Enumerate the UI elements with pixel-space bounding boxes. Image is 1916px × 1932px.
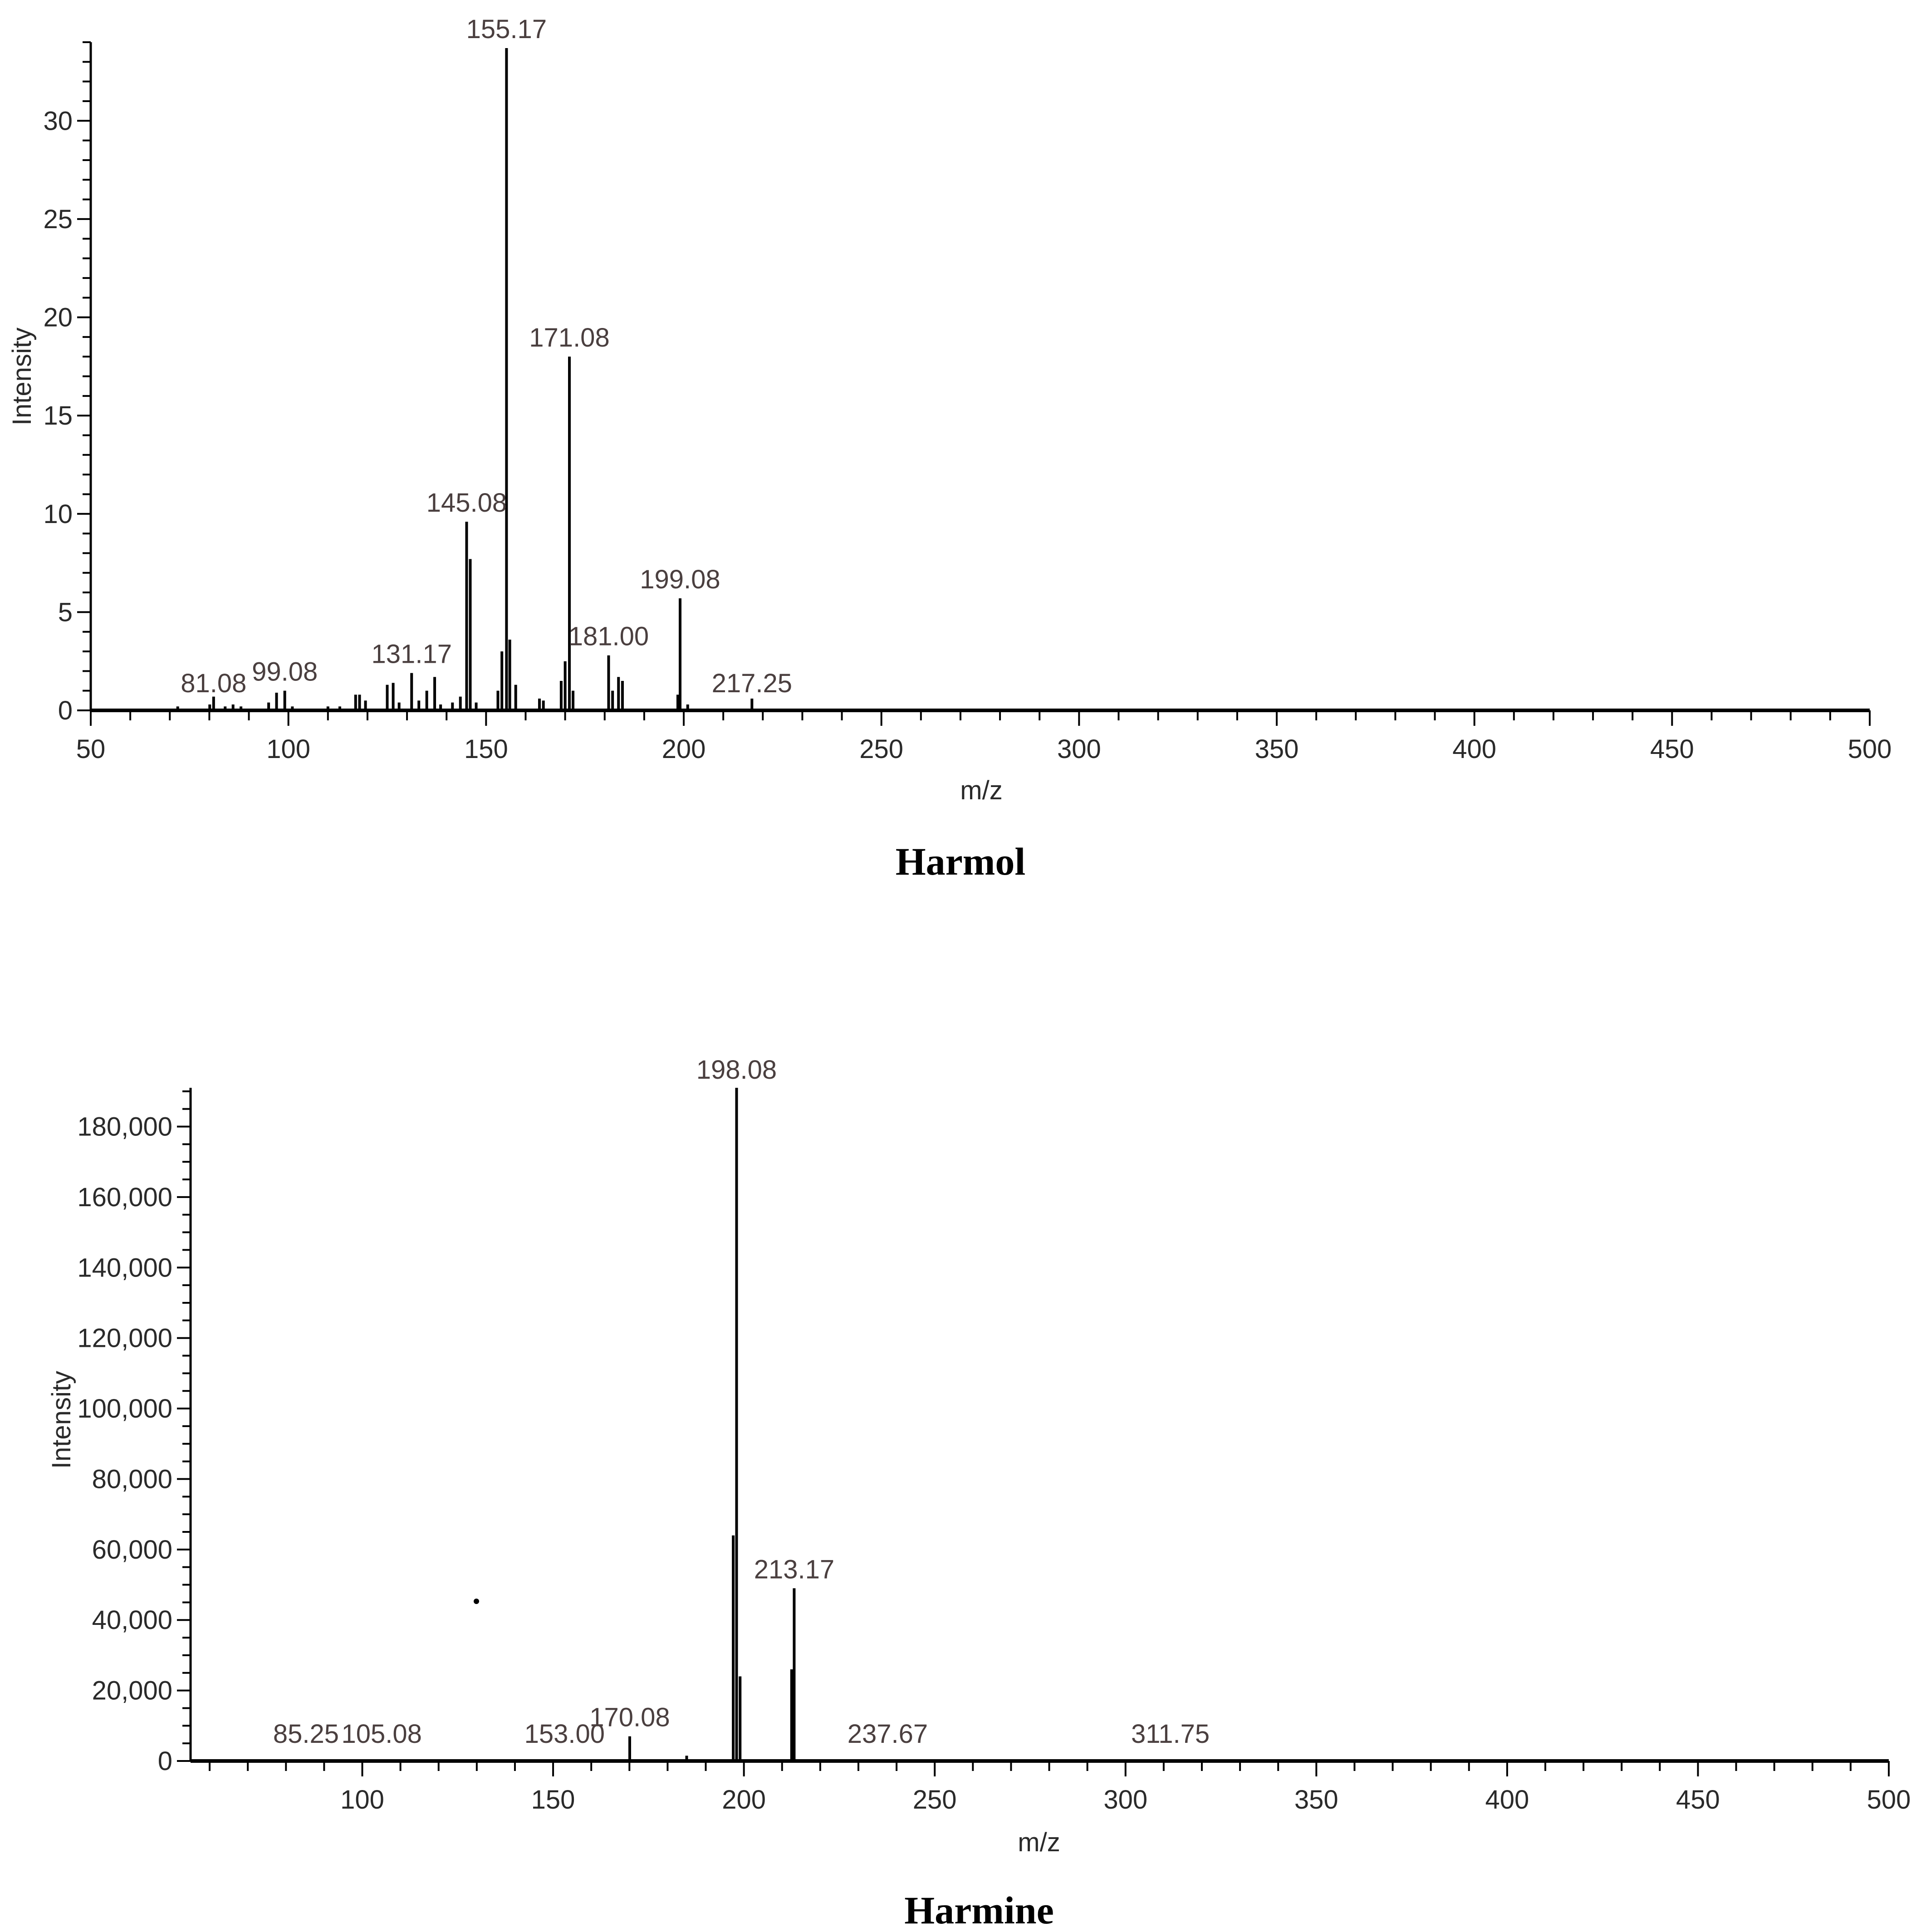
harmine-y-ticks: 0 20,000 40,000 60,000 80,000 100,000 120,000 1… bbox=[77, 1090, 191, 1776]
harmol-peak-label: 199.08 bbox=[640, 565, 720, 594]
harmol-peaks bbox=[176, 48, 754, 710]
harmine-peak-label: 311.75 bbox=[1131, 1719, 1210, 1749]
harmol-x-tick-label: 450 bbox=[1650, 734, 1694, 764]
harmine-y-axis-title: Intensity bbox=[47, 1371, 76, 1469]
harmol-x-tick-label: 200 bbox=[662, 734, 706, 764]
harmine-x-ticks: 100 150 200 250 300 350 400 450 500 bbox=[209, 1761, 1911, 1815]
harmine-y-tick-label: 60,000 bbox=[92, 1535, 172, 1565]
harmol-peak-label: 171.08 bbox=[529, 323, 609, 352]
harmol-peak-labels: 81.08 99.08 131.17 145.08 155.17 171.08 181.00… bbox=[181, 15, 792, 698]
harmine-peak-label: 105.08 bbox=[342, 1719, 422, 1749]
harmine-peak-label: 198.08 bbox=[696, 1055, 777, 1085]
harmol-x-tick-label: 100 bbox=[266, 734, 310, 764]
harmine-y-tick-label: 0 bbox=[158, 1746, 172, 1776]
harmol-x-tick-label: 150 bbox=[464, 734, 508, 764]
harmol-peak-label: 145.08 bbox=[426, 488, 507, 518]
harmol-spectrum-panel: 50 100 150 200 250 300 350 400 450 500 0 5 10 15 20 25… bbox=[7, 15, 1891, 883]
harmine-peak-label: 153.00 bbox=[524, 1719, 605, 1749]
harmine-peak-label: 213.17 bbox=[754, 1555, 834, 1584]
harmine-x-tick-label: 500 bbox=[1867, 1785, 1911, 1815]
harmine-y-tick-label: 20,000 bbox=[92, 1676, 172, 1706]
harmine-peak-label: 237.67 bbox=[848, 1719, 928, 1749]
harmol-y-ticks: 0 5 10 15 20 25 30 bbox=[43, 41, 91, 725]
harmine-y-tick-label: 100,000 bbox=[77, 1394, 172, 1423]
harmol-caption: Harmol bbox=[896, 840, 1026, 883]
harmol-peak-label: 99.08 bbox=[252, 657, 318, 687]
harmol-y-tick-label: 10 bbox=[43, 499, 73, 529]
harmine-x-tick-label: 350 bbox=[1294, 1785, 1338, 1815]
harmine-x-tick-label: 450 bbox=[1676, 1785, 1720, 1815]
harmol-peak-label: 217.25 bbox=[712, 669, 792, 698]
harmine-x-tick-label: 400 bbox=[1485, 1785, 1529, 1815]
harmol-peak-label: 81.08 bbox=[181, 669, 246, 698]
harmine-peaks bbox=[304, 1088, 1172, 1761]
harmine-x-tick-label: 300 bbox=[1103, 1785, 1147, 1815]
harmine-x-tick-label: 150 bbox=[531, 1785, 575, 1815]
harmol-y-tick-label: 5 bbox=[58, 597, 73, 627]
harmol-x-tick-label: 50 bbox=[76, 734, 106, 764]
harmol-y-tick-label: 15 bbox=[43, 401, 73, 430]
harmine-peak-label: 170.08 bbox=[589, 1703, 670, 1732]
harmol-x-tick-label: 400 bbox=[1452, 734, 1496, 764]
harmine-x-tick-label: 200 bbox=[722, 1785, 766, 1815]
harmol-peak-label: 131.17 bbox=[372, 640, 452, 669]
harmol-y-axis-title: Intensity bbox=[7, 328, 37, 426]
harmol-peak-label: 155.17 bbox=[466, 15, 547, 44]
harmol-x-tick-label: 350 bbox=[1255, 734, 1299, 764]
harmol-y-tick-label: 0 bbox=[58, 696, 73, 725]
harmine-y-tick-label: 180,000 bbox=[77, 1112, 172, 1141]
harmol-x-tick-label: 500 bbox=[1848, 734, 1892, 764]
harmol-x-tick-label: 250 bbox=[859, 734, 903, 764]
harmine-y-tick-label: 80,000 bbox=[92, 1464, 172, 1494]
harmine-y-tick-label: 140,000 bbox=[77, 1253, 172, 1282]
harmine-stray-dot bbox=[474, 1599, 479, 1604]
harmol-peak-label: 181.00 bbox=[568, 622, 649, 651]
harmine-y-tick-label: 40,000 bbox=[92, 1605, 172, 1635]
harmol-y-tick-label: 30 bbox=[43, 106, 73, 136]
harmine-spectrum-panel: 100 150 200 250 300 350 400 450 500 0 20,000 40,00… bbox=[47, 1055, 1911, 1932]
harmol-y-tick-label: 25 bbox=[43, 205, 73, 234]
harmol-x-axis-title: m/z bbox=[960, 776, 1002, 805]
harmol-y-tick-label: 20 bbox=[43, 303, 73, 333]
harmol-x-tick-label: 300 bbox=[1057, 734, 1101, 764]
harmine-x-tick-label: 250 bbox=[913, 1785, 957, 1815]
harmine-x-tick-label: 100 bbox=[340, 1785, 384, 1815]
harmine-peak-label: 85.25 bbox=[273, 1719, 339, 1749]
harmine-y-tick-label: 120,000 bbox=[77, 1324, 172, 1353]
harmine-caption: Harmine bbox=[904, 1888, 1054, 1932]
harmine-y-tick-label: 160,000 bbox=[77, 1183, 172, 1212]
harmol-x-ticks: 50 100 150 200 250 300 350 400 450 500 bbox=[76, 710, 1892, 764]
harmine-x-axis-title: m/z bbox=[1018, 1828, 1060, 1857]
